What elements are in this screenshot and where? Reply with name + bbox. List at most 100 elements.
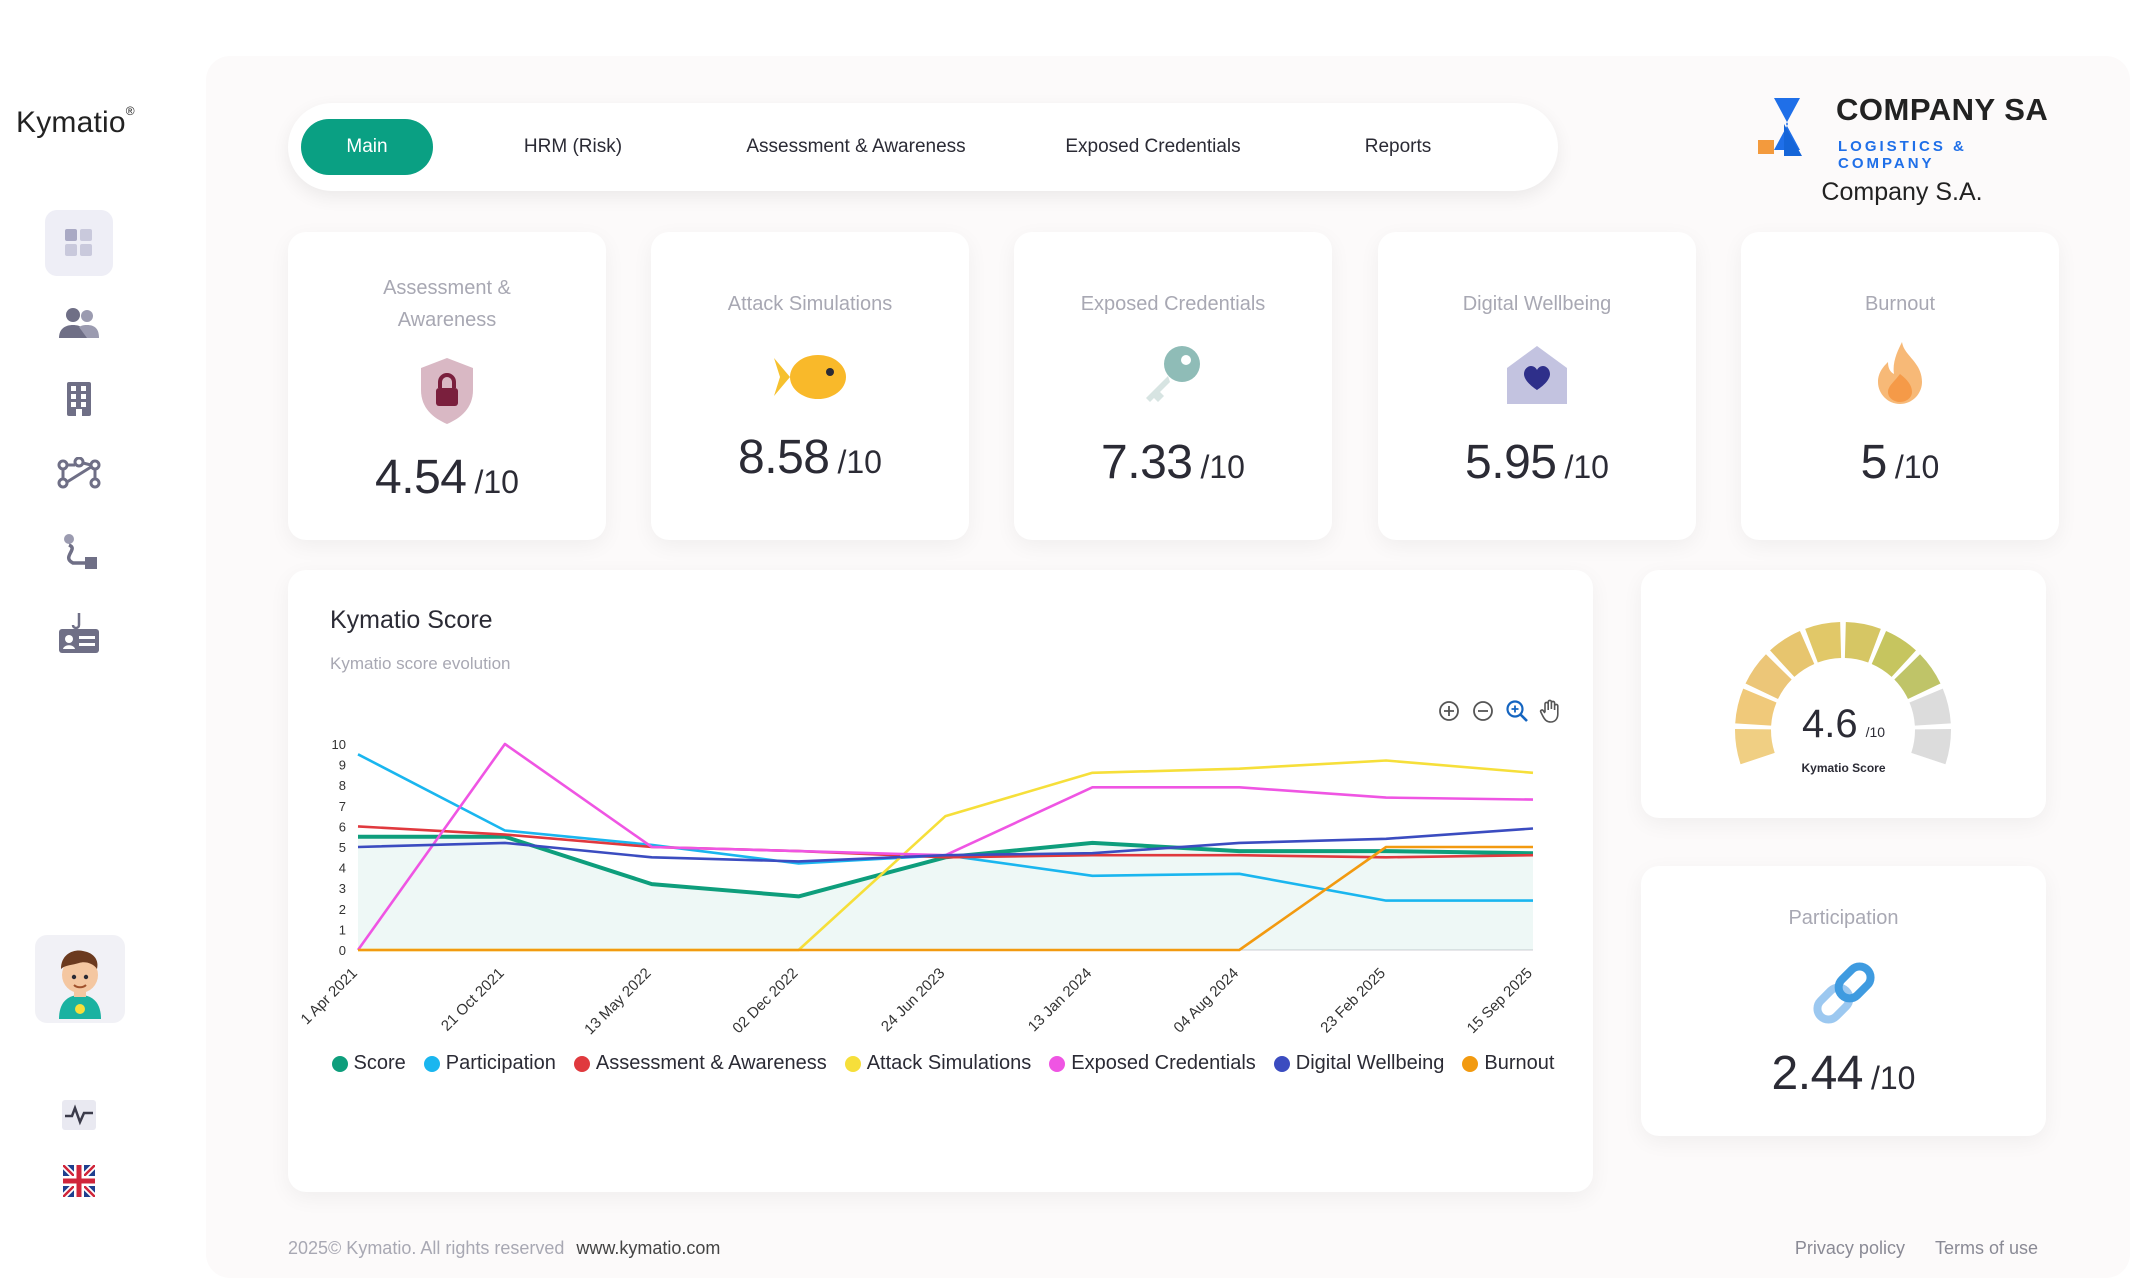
company-logo-mark-icon: [1758, 98, 1802, 156]
zoom-out-icon: [1473, 701, 1493, 721]
kymatio-score-gauge-card: 4.6/10 Kymatio Score: [1641, 570, 2046, 818]
participation-max: /10: [1870, 1060, 1916, 1096]
series-line-burnout: [358, 845, 1533, 952]
key-icon: [1140, 340, 1206, 411]
metric-number: 7.33: [1101, 436, 1193, 489]
metric-card-assessment[interactable]: Assessment & Awareness 4.54/10: [288, 232, 606, 540]
sidebar: Kymatio®: [0, 0, 200, 1278]
nav-network[interactable]: [45, 440, 113, 506]
y-tick-label: 3: [339, 881, 346, 896]
participation-card[interactable]: Participation 2.44/10: [1641, 866, 2046, 1136]
y-tick-label: 9: [339, 758, 346, 773]
legend-item[interactable]: Burnout: [1462, 1052, 1554, 1075]
x-tick-label: 15 Sep 2025: [1464, 965, 1536, 1037]
link-icon: [1809, 958, 1879, 1033]
metric-card-digital-wellbeing[interactable]: Digital Wellbeing 5.95/10: [1378, 232, 1696, 540]
nav-dashboard[interactable]: [45, 210, 113, 276]
zoom-select-button[interactable]: [1504, 698, 1530, 724]
legend-item[interactable]: Assessment & Awareness: [573, 1052, 827, 1075]
metric-card-exposed-credentials[interactable]: Exposed Credentials 7.33/10: [1014, 232, 1332, 540]
tab-hrm-risk[interactable]: HRM (Risk): [523, 136, 623, 157]
metric-max: /10: [1564, 449, 1609, 485]
metric-card-burnout[interactable]: Burnout 5/10: [1741, 232, 2059, 540]
zoom-in-icon: [1439, 701, 1459, 721]
y-tick-label: 6: [339, 819, 346, 834]
legend-dot-icon: [423, 1055, 440, 1072]
legend-item[interactable]: Attack Simulations: [844, 1052, 1031, 1075]
metric-value: 8.58/10: [651, 430, 969, 485]
series-line-assessment-awareness: [357, 825, 1534, 859]
avatar-icon: [59, 950, 101, 1019]
legend-item[interactable]: Exposed Credentials: [1049, 1052, 1256, 1075]
legend-item[interactable]: Participation: [423, 1052, 556, 1075]
user-avatar[interactable]: [35, 935, 125, 1023]
x-tick-label: 13 May 2022: [581, 965, 654, 1038]
pan-button[interactable]: [1538, 698, 1564, 724]
company-logo-title: COMPANY SA: [1836, 92, 2049, 127]
footer-links: Privacy policy Terms of use: [1795, 1238, 2038, 1259]
brand-logo[interactable]: Kymatio®: [16, 104, 135, 140]
gauge-segment: [1735, 729, 1775, 765]
legend-label: Digital Wellbeing: [1295, 1052, 1445, 1074]
dashboard-icon: [65, 229, 92, 256]
line-chart: 0 1 2 3 4 5 6 7 8 9 10 1 Apr 2021 21 Oct 2021 13 May …: [297, 737, 1536, 1038]
legend-item[interactable]: Score: [331, 1052, 406, 1075]
legend-label: Assessment & Awareness: [595, 1052, 827, 1074]
metric-max: /10: [474, 464, 519, 500]
magnifier-icon: [1506, 700, 1528, 722]
gauge-segment: [1735, 688, 1777, 726]
gauge-number: 4.6: [1801, 702, 1858, 746]
terms-of-use-link[interactable]: Terms of use: [1934, 1238, 2038, 1258]
metric-title: Attack Simulations: [727, 293, 893, 315]
y-tick-label: 5: [339, 840, 346, 855]
y-tick-label: 8: [339, 778, 346, 793]
metric-card-attack-simulations[interactable]: Attack Simulations 8.58/10: [651, 232, 969, 540]
metric-title: Burnout: [1864, 293, 1936, 315]
heart-house-icon: [1505, 344, 1569, 411]
gauge-segment: [1894, 654, 1941, 700]
company-logo: COMPANY SA LOGISTICS & COMPANY: [1742, 92, 2062, 172]
gauge-segment: [1871, 630, 1916, 677]
series-area-score: [358, 836, 1533, 950]
metric-title: Exposed Credentials: [1080, 293, 1266, 315]
y-tick-label: 1: [339, 922, 346, 937]
company-name: Company S.A.: [1821, 178, 1983, 206]
nav-activity[interactable]: [45, 1082, 113, 1148]
footer-copyright-area: 2025© Kymatio. All rights reserved www.ky…: [288, 1238, 720, 1259]
nav-phishing[interactable]: [45, 600, 113, 666]
gauge-segment: [1805, 622, 1842, 663]
network-icon: [57, 457, 101, 489]
gauge-segment: [1909, 688, 1951, 726]
kymatio-score-chart-card: Kymatio Score Kymatio score evolution 0 1…: [288, 570, 1593, 1192]
tab-reports[interactable]: Reports: [1364, 136, 1432, 157]
shield-lock-icon: [418, 356, 476, 431]
company-logo-subtitle: LOGISTICS & COMPANY: [1838, 138, 1967, 172]
nav-users[interactable]: [45, 290, 113, 356]
legend-dot-icon: [573, 1055, 590, 1072]
privacy-policy-link[interactable]: Privacy policy: [1794, 1238, 1905, 1258]
metric-value: 5/10: [1741, 435, 2059, 490]
legend-item[interactable]: Digital Wellbeing: [1273, 1052, 1445, 1075]
tab-main[interactable]: Main: [301, 119, 433, 175]
x-tick-label: 21 Oct 2021: [438, 965, 508, 1035]
metric-value: 5.95/10: [1378, 435, 1696, 490]
language-selector[interactable]: [45, 1148, 113, 1214]
nav-organization[interactable]: [45, 366, 113, 432]
chart-legend: Score Participation Assessment & Awareness…: [328, 1052, 1558, 1075]
metric-number: 5: [1860, 436, 1888, 489]
users-icon: [59, 308, 99, 338]
score-gauge: [1735, 622, 1951, 765]
tab-assessment-awareness[interactable]: Assessment & Awareness: [746, 136, 966, 157]
brand-name: Kymatio: [16, 106, 126, 139]
gauge-segment: [1770, 630, 1815, 677]
participation-value: 2.44/10: [1641, 1046, 2046, 1101]
zoom-in-button[interactable]: [1436, 698, 1462, 724]
hand-icon: [1539, 699, 1559, 723]
nav-journey[interactable]: [45, 520, 113, 586]
tab-exposed-credentials[interactable]: Exposed Credentials: [1065, 136, 1241, 157]
zoom-out-button[interactable]: [1470, 698, 1496, 724]
top-tabbar: Main HRM (Risk) Assessment & Awareness E…: [288, 103, 1558, 191]
y-tick-label: 2: [339, 902, 346, 917]
footer-site-link[interactable]: www.kymatio.com: [576, 1238, 721, 1258]
fish-icon: [770, 350, 850, 409]
